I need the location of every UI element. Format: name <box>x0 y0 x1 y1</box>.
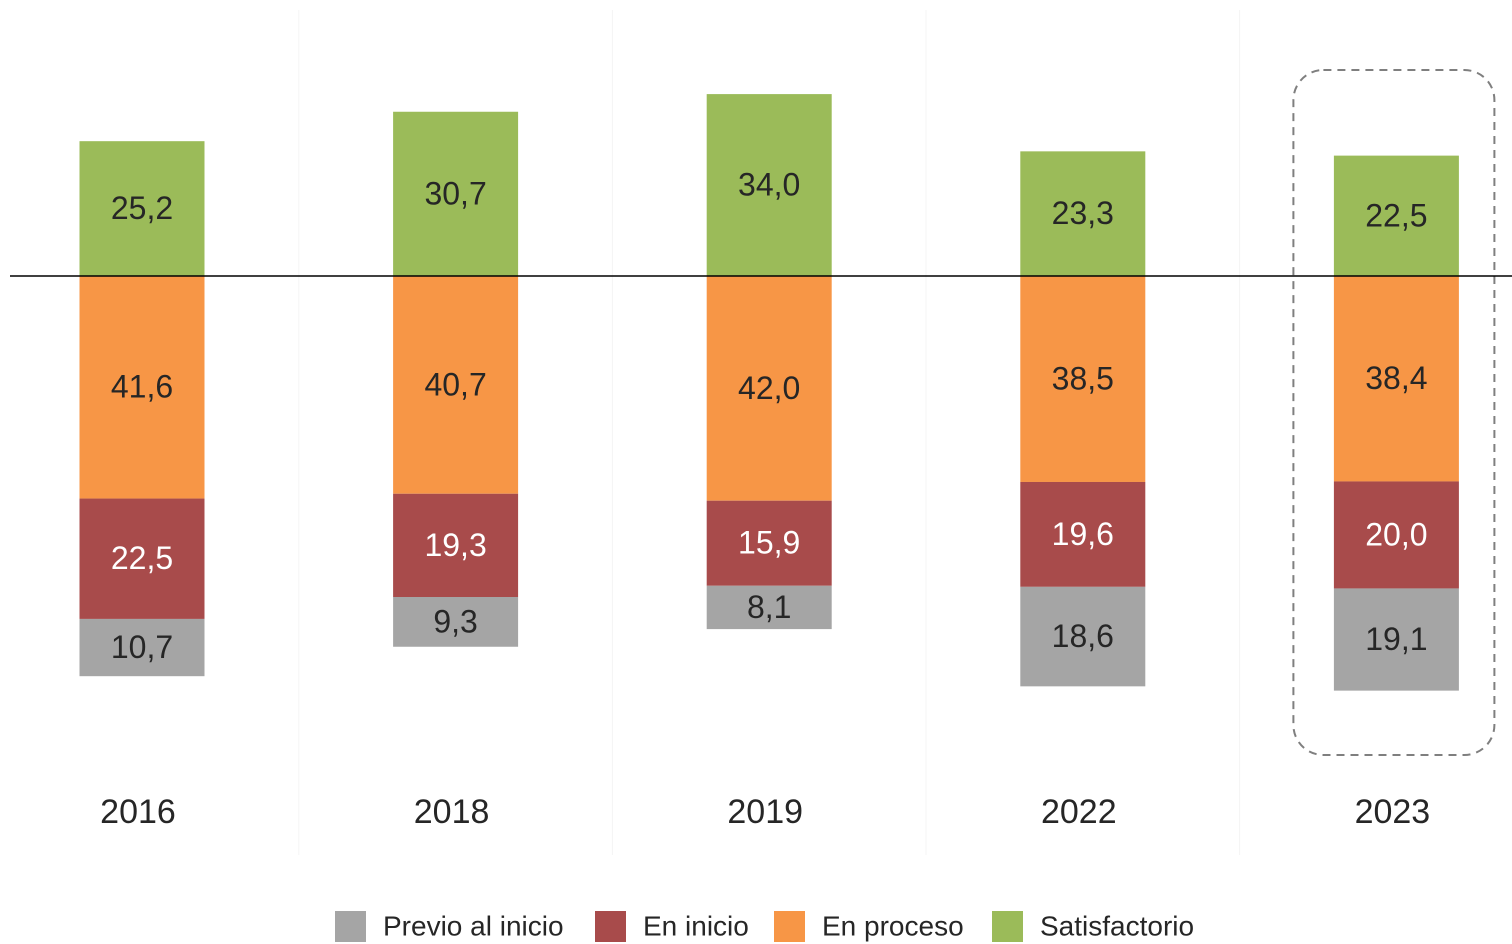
bar-segment <box>1333 155 1459 276</box>
data-label: 19,1 <box>1365 621 1427 657</box>
data-label: 38,5 <box>1052 360 1114 396</box>
legend-swatch <box>335 911 366 942</box>
bar-segment <box>706 276 832 501</box>
bar-segment <box>393 111 519 276</box>
bar-segment <box>1020 276 1146 482</box>
data-label: 10,7 <box>111 629 173 665</box>
data-label: 38,4 <box>1365 360 1427 396</box>
data-label: 40,7 <box>424 366 486 402</box>
bar-segment <box>393 276 519 494</box>
legend-label: Satisfactorio <box>1040 910 1194 941</box>
data-label: 42,0 <box>738 370 800 406</box>
legend-label: En inicio <box>643 910 749 941</box>
data-label: 25,2 <box>111 190 173 226</box>
x-tick-label: 2022 <box>1041 793 1117 831</box>
x-tick-label: 2016 <box>100 793 176 831</box>
data-label: 41,6 <box>111 369 173 405</box>
data-label: 19,3 <box>424 527 486 563</box>
highlight-box <box>1292 69 1496 756</box>
x-tick-label: 2018 <box>414 793 490 831</box>
legend-swatch <box>992 911 1023 942</box>
bar-segment <box>1020 151 1146 276</box>
x-tick-label: 2019 <box>727 793 803 831</box>
data-label: 15,9 <box>738 525 800 561</box>
bar-segment <box>706 500 832 586</box>
data-label: 20,0 <box>1365 516 1427 552</box>
data-label: 9,3 <box>433 603 477 639</box>
data-label: 18,6 <box>1052 618 1114 654</box>
legend-label: En proceso <box>822 910 964 941</box>
data-label: 23,3 <box>1052 195 1114 231</box>
bar-segment <box>393 597 519 647</box>
legend-label: Previo al inicio <box>383 910 564 941</box>
data-label: 8,1 <box>747 589 791 625</box>
bar-segment <box>1020 586 1146 687</box>
bar-segment <box>706 94 832 276</box>
data-label: 22,5 <box>1365 197 1427 233</box>
x-tick-label: 2023 <box>1355 793 1431 831</box>
legend-swatch <box>595 911 626 942</box>
bar-segment <box>393 493 519 597</box>
legend-swatch <box>774 911 805 942</box>
data-label: 30,7 <box>424 175 486 211</box>
bar-segment <box>79 498 205 619</box>
bar-segment <box>706 585 832 630</box>
data-label: 19,6 <box>1052 516 1114 552</box>
bar-segment <box>1333 481 1459 589</box>
bar-segment <box>1333 276 1459 482</box>
bar-segment <box>1020 481 1146 587</box>
bar-segment <box>1333 588 1459 691</box>
bar-segment <box>79 141 205 276</box>
bar-segment <box>79 276 205 499</box>
data-label: 34,0 <box>738 167 800 203</box>
bar-segment <box>79 618 205 677</box>
data-label: 22,5 <box>111 540 173 576</box>
